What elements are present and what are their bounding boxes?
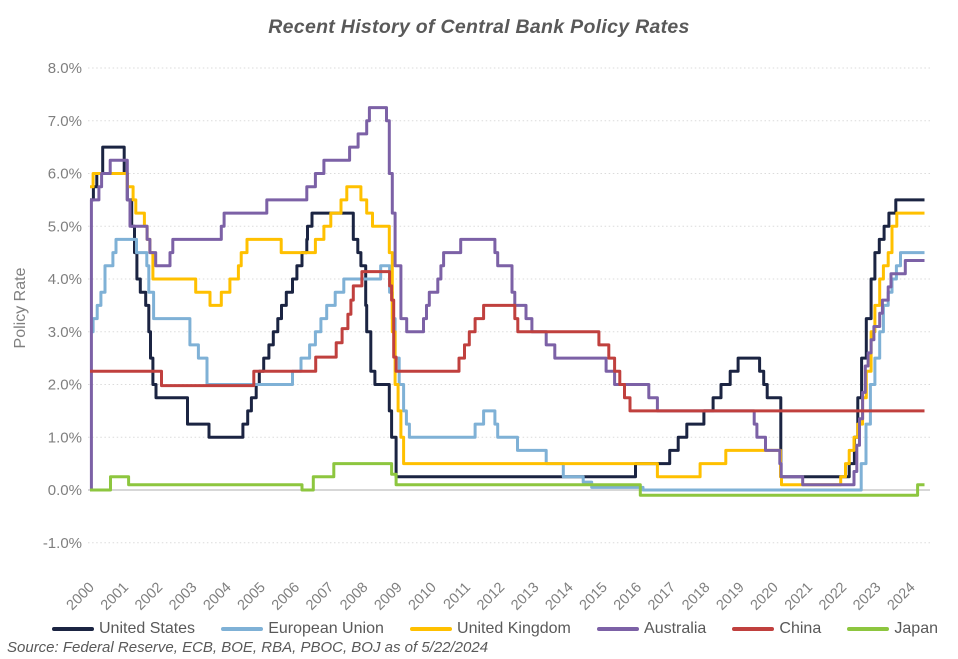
- x-tick-label: 2018: [679, 580, 713, 614]
- y-axis-title: Policy Rate: [12, 267, 29, 348]
- legend-label-china: China: [779, 620, 822, 637]
- series-line-united-states: [90, 145, 925, 479]
- y-tick-label: 1.0%: [48, 429, 82, 446]
- series-line-european-union: [90, 237, 925, 492]
- legend-item-united-states: United States: [52, 620, 195, 638]
- x-tick-label: 2009: [371, 580, 405, 614]
- chart-title: Recent History of Central Bank Policy Ra…: [268, 16, 690, 38]
- legend-item-japan: Japan: [847, 620, 938, 638]
- grid-layer: [88, 67, 930, 544]
- legend-label-european-union: European Union: [268, 620, 384, 637]
- y-tick-label: 0.0%: [48, 482, 82, 499]
- x-tick-label: 2013: [508, 580, 542, 614]
- legend-swatch-united-kingdom: [410, 627, 453, 631]
- y-tick-label: 5.0%: [48, 218, 82, 235]
- y-tick-label: -1.0%: [43, 535, 82, 552]
- x-tick-label: 2010: [406, 580, 440, 614]
- legend-item-united-kingdom: United Kingdom: [410, 620, 571, 638]
- x-tick-label: 2007: [303, 580, 337, 614]
- x-tick-label: 2002: [132, 580, 166, 614]
- x-tick-label: 2011: [441, 580, 474, 613]
- x-tick-label: 2015: [577, 580, 611, 614]
- x-tick-label: 2019: [713, 580, 747, 614]
- legend-label-united-kingdom: United Kingdom: [457, 620, 571, 637]
- legend-label-united-states: United States: [99, 620, 196, 637]
- legend-label-australia: Australia: [644, 620, 707, 637]
- x-tick-label: 2020: [748, 580, 782, 614]
- x-tick-label: 2012: [474, 580, 508, 614]
- legend-item-european-union: European Union: [221, 620, 384, 638]
- series-line-australia: [89, 106, 925, 492]
- x-tick-label: 2001: [98, 580, 132, 614]
- x-tick-label: 2003: [166, 580, 200, 614]
- legend-item-australia: Australia: [597, 620, 706, 638]
- x-tick-label: 2023: [850, 580, 884, 614]
- series-layer: [89, 106, 925, 497]
- legend-label-japan: Japan: [894, 620, 938, 637]
- x-tick-label: 2022: [816, 580, 850, 614]
- x-tick-label: 2005: [235, 580, 269, 614]
- y-tick-label: 6.0%: [48, 166, 82, 183]
- y-tick-label: 8.0%: [48, 60, 82, 77]
- x-tick-label: 2006: [269, 580, 303, 614]
- y-tick-label: 3.0%: [48, 324, 82, 341]
- y-tick-label: 4.0%: [48, 271, 82, 288]
- legend-swatch-united-states: [52, 627, 94, 631]
- source-note: Source: Federal Reserve, ECB, BOE, RBA, …: [7, 639, 489, 656]
- series-line-united-kingdom: [90, 172, 925, 487]
- legend-swatch-australia: [597, 627, 640, 631]
- x-tick-label: 2016: [611, 580, 645, 614]
- x-tick-label: 2000: [64, 580, 98, 614]
- x-tick-label: 2024: [884, 580, 918, 614]
- chart-canvas: 8.0% 7.0% 6.0% 5.0% 4.0% 3.0% 2.0% 1.0% 0.0% -1.0…: [12, 60, 930, 614]
- chart-legend: United States European Union United Kingdo…: [0, 620, 958, 638]
- x-tick-label: 2021: [782, 580, 816, 614]
- x-tick-label: 2014: [542, 580, 576, 614]
- legend-item-china: China: [732, 620, 821, 638]
- series-line-china: [90, 270, 925, 413]
- x-tick-label: 2008: [337, 580, 371, 614]
- x-tick-label: 2004: [200, 580, 234, 614]
- y-tick-label: 2.0%: [48, 377, 82, 394]
- series-line-japan: [90, 462, 925, 497]
- x-tick-label: 2017: [645, 580, 679, 614]
- legend-swatch-japan: [847, 627, 890, 631]
- axis-layer: 8.0% 7.0% 6.0% 5.0% 4.0% 3.0% 2.0% 1.0% 0.0% -1.0…: [43, 60, 919, 614]
- legend-swatch-european-union: [221, 627, 264, 631]
- y-tick-label: 7.0%: [48, 113, 82, 130]
- legend-swatch-china: [732, 627, 775, 631]
